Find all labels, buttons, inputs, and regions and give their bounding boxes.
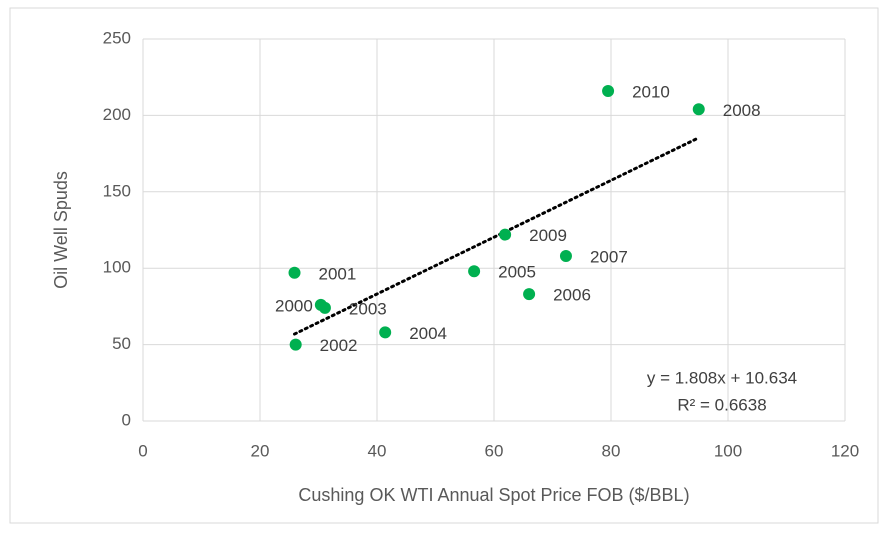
trendline-r-squared: R² = 0.6638 xyxy=(677,395,766,414)
y-tick-label: 100 xyxy=(103,258,131,277)
y-axis-title: Oil Well Spuds xyxy=(51,171,71,289)
x-axis-title: Cushing OK WTI Annual Spot Price FOB ($/… xyxy=(298,485,689,505)
point xyxy=(468,265,481,278)
point-label: 2004 xyxy=(409,324,447,343)
y-tick-label: 50 xyxy=(112,334,131,353)
point xyxy=(379,326,392,339)
point xyxy=(559,249,572,262)
trendline-equation: y = 1.808x + 10.634 xyxy=(647,368,797,387)
point xyxy=(318,301,331,314)
point-label: 2005 xyxy=(498,263,536,282)
x-tick-label: 100 xyxy=(714,441,742,460)
point xyxy=(602,84,615,97)
point-label: 2010 xyxy=(632,82,670,101)
y-tick-label: 0 xyxy=(122,410,131,429)
y-tick-label: 150 xyxy=(103,181,131,200)
x-tick-label: 40 xyxy=(368,441,387,460)
y-tick-label: 200 xyxy=(103,105,131,124)
point-label: 2003 xyxy=(349,299,387,318)
x-tick-label: 20 xyxy=(251,441,270,460)
point xyxy=(692,103,705,116)
point xyxy=(288,266,301,279)
point-label: 2007 xyxy=(590,247,628,266)
point-label: 2001 xyxy=(319,264,357,283)
x-tick-label: 60 xyxy=(485,441,504,460)
point-label: 2008 xyxy=(723,101,761,120)
point-label: 2000 xyxy=(275,296,313,315)
x-tick-label: 80 xyxy=(602,441,621,460)
point xyxy=(499,228,512,241)
point-label: 2002 xyxy=(320,336,358,355)
trendline xyxy=(293,136,701,336)
point-label: 2006 xyxy=(553,286,591,305)
x-tick-label: 0 xyxy=(138,441,147,460)
x-tick-label: 120 xyxy=(831,441,859,460)
point-label: 2009 xyxy=(529,226,567,245)
chart-frame xyxy=(9,7,879,524)
y-tick-label: 250 xyxy=(103,28,131,47)
point xyxy=(289,338,302,351)
point xyxy=(523,288,536,301)
